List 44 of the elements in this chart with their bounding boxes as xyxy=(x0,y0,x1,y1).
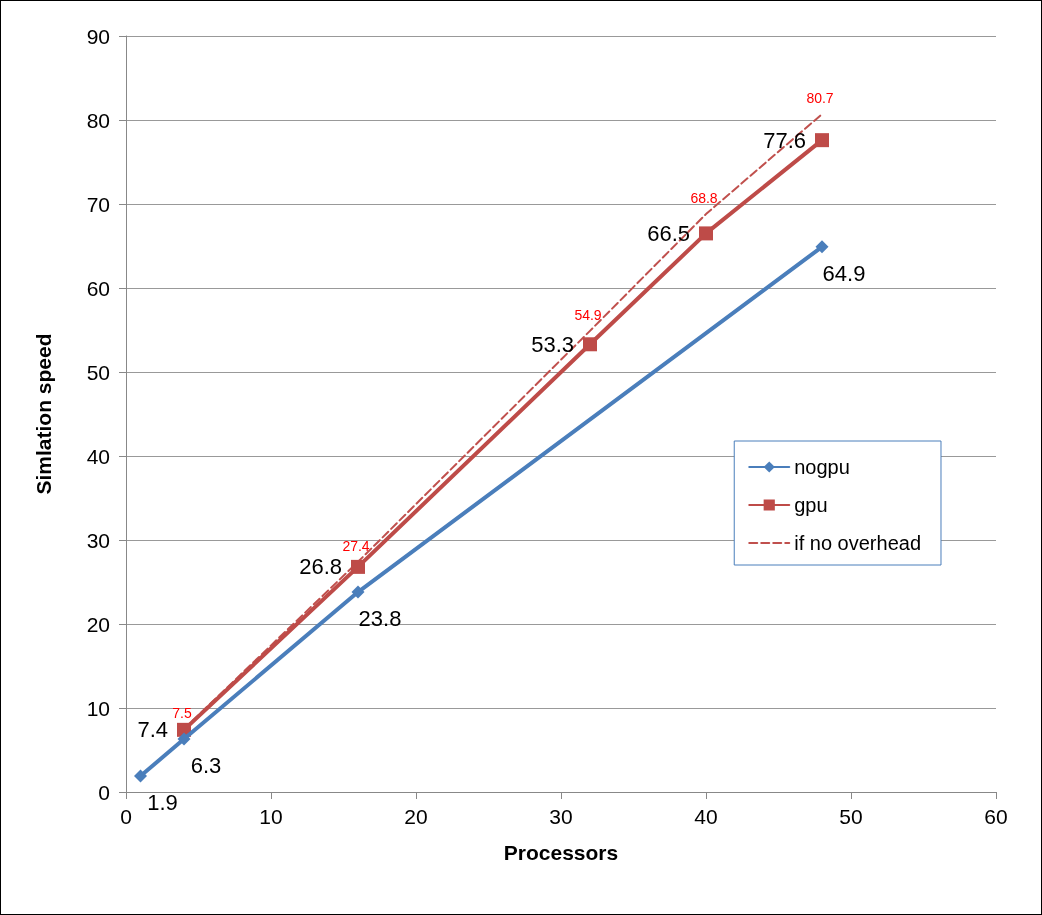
point xyxy=(583,337,597,352)
data-label: 53.3 xyxy=(531,331,574,357)
data-label: 7.4 xyxy=(137,717,168,743)
y-tick-label: 0 xyxy=(98,780,110,804)
legend-label: if no overhead xyxy=(794,532,922,554)
point xyxy=(177,732,191,746)
y-tick-label: 80 xyxy=(86,108,110,132)
x-tick-label: 20 xyxy=(404,805,428,828)
point xyxy=(134,769,147,783)
x-tick-label: 50 xyxy=(839,805,863,828)
y-tick-label: 70 xyxy=(86,192,110,216)
x-axis-title: Processors xyxy=(503,841,619,864)
point xyxy=(351,559,365,574)
legend-label: nogpu xyxy=(794,456,850,478)
data-label: 6.3 xyxy=(190,753,222,779)
y-tick-label: 50 xyxy=(86,360,110,384)
legend-label: gpu xyxy=(794,494,828,516)
x-tick-label: 40 xyxy=(694,805,718,828)
data-label: 23.8 xyxy=(358,606,402,632)
point xyxy=(699,226,713,241)
y-tick-label: 60 xyxy=(86,276,110,300)
data-label: 26.8 xyxy=(299,554,342,580)
data-label: 80.7 xyxy=(806,90,834,107)
data-label: 77.6 xyxy=(763,127,806,153)
x-tick-label: 0 xyxy=(120,805,132,828)
point xyxy=(815,133,829,148)
point xyxy=(815,240,829,254)
data-label: 68.8 xyxy=(690,190,718,207)
y-tick-label: 30 xyxy=(86,528,110,552)
data-label: 1.9 xyxy=(147,790,178,816)
y-tick-label: 20 xyxy=(86,612,110,636)
point xyxy=(351,585,365,599)
data-label: 7.5 xyxy=(172,705,192,721)
y-tick-label: 10 xyxy=(86,696,110,720)
data-label: 54.9 xyxy=(574,306,602,323)
y-tick-label: 40 xyxy=(86,444,110,468)
data-label: 66.5 xyxy=(647,220,690,246)
data-label: 64.9 xyxy=(822,260,866,286)
x-tick-label: 30 xyxy=(549,805,573,828)
data-label: 27.4 xyxy=(342,537,370,554)
x-tick-label: 60 xyxy=(984,805,1008,828)
y-tick-label: 90 xyxy=(86,24,110,48)
x-tick-label: 10 xyxy=(259,805,283,828)
y-axis-title: Simlation speed xyxy=(32,333,55,495)
